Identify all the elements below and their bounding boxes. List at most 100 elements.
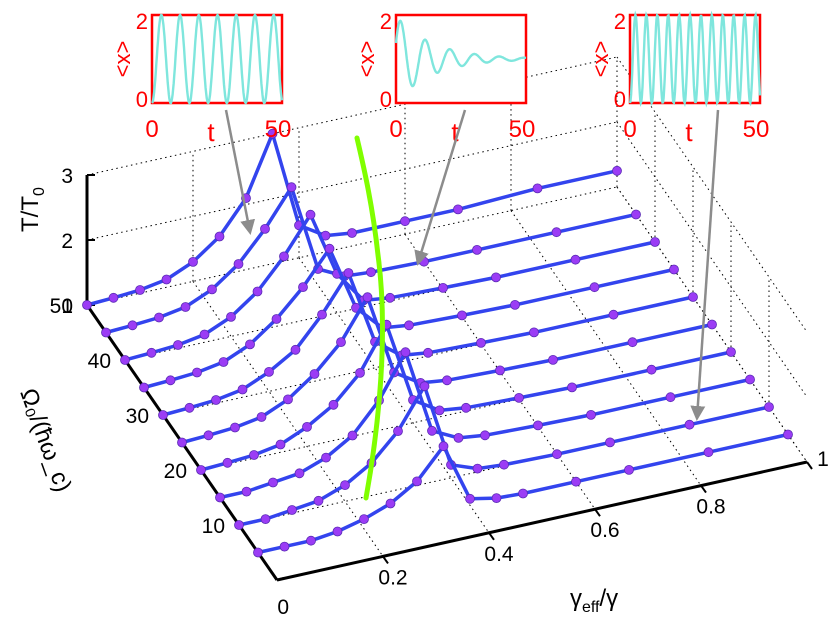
inset-xtick-label: 0: [389, 116, 402, 143]
data-point: [551, 227, 562, 238]
data-point: [347, 228, 357, 238]
x-tick-label: 1: [817, 448, 829, 471]
data-point: [438, 441, 449, 452]
x-tick: [594, 508, 601, 517]
data-point: [612, 165, 622, 176]
data-point: [328, 399, 339, 410]
data-point: [298, 282, 308, 293]
data-point: [570, 254, 581, 265]
y-tick: [276, 577, 285, 581]
inset-left: 2 0 0 50 t <x>: [110, 9, 291, 147]
series-20: [196, 319, 736, 475]
data-point: [199, 329, 210, 340]
data-point: [465, 493, 475, 504]
data-point: [306, 535, 316, 546]
data-point: [646, 364, 657, 375]
data-point: [340, 480, 350, 491]
data-point: [161, 274, 172, 285]
data-point: [480, 430, 490, 441]
data-point: [252, 286, 263, 297]
data-point: [589, 282, 600, 293]
data-point: [362, 292, 373, 303]
data-point: [684, 419, 695, 430]
data-point: [267, 128, 278, 139]
data-point: [226, 311, 236, 322]
inset-ytick-label: 0: [136, 87, 148, 112]
data-point: [457, 310, 467, 321]
data-point: [472, 244, 482, 255]
data-point: [453, 204, 463, 215]
data-point: [279, 251, 289, 262]
data-point: [400, 216, 410, 227]
inset-ylabel: <x>: [354, 41, 379, 78]
data-point: [347, 430, 358, 441]
grid-line: [86, 186, 618, 306]
series-25: [177, 292, 717, 448]
data-point: [302, 421, 312, 432]
data-point: [237, 384, 248, 395]
data-point: [707, 319, 717, 330]
data-point: [495, 365, 505, 376]
data-point: [343, 268, 354, 278]
inset-xlabel: t: [451, 117, 459, 147]
grid-line: [192, 281, 384, 557]
data-point: [385, 498, 396, 509]
data-point: [586, 409, 596, 420]
x-tick-label: 0.6: [590, 519, 619, 542]
pointer-arrow: [414, 109, 467, 266]
data-point: [290, 344, 301, 355]
data-point: [518, 488, 528, 499]
data-point: [188, 256, 198, 267]
grid-line: [510, 210, 702, 486]
data-point: [230, 422, 240, 433]
data-point: [256, 412, 267, 422]
data-point: [196, 465, 206, 475]
data-point: [108, 292, 119, 303]
y-axis-title: Ω₀/(ħω_c): [14, 385, 76, 496]
data-point: [135, 285, 145, 295]
y-tick-label: 10: [202, 515, 225, 538]
data-point: [211, 395, 221, 405]
data-point: [688, 292, 698, 302]
data-point: [192, 367, 202, 378]
y-tick-label: 40: [88, 350, 111, 373]
data-point: [253, 547, 263, 558]
inset-middle: 2 0 0 50 t <x>: [354, 9, 535, 147]
ridge-group: [354, 135, 385, 501]
data-point: [783, 429, 793, 440]
data-point: [624, 464, 634, 475]
data-point: [271, 314, 282, 324]
data-point: [532, 183, 543, 194]
grid-line: [86, 56, 618, 176]
inset-xtick-label: 0: [145, 116, 158, 143]
data-point: [548, 354, 558, 365]
data-point: [283, 394, 293, 405]
data-point: [499, 459, 509, 470]
data-point: [101, 327, 111, 338]
data-point: [332, 526, 343, 537]
inset-ytick-label: 0: [614, 87, 626, 112]
data-point: [173, 340, 183, 350]
data-point: [317, 309, 327, 320]
data-point: [275, 439, 286, 450]
inset-trace: [628, 10, 762, 108]
series-15: [215, 347, 755, 503]
series-35: [139, 243, 679, 393]
y-tick-label: 50: [50, 295, 73, 318]
data-point: [366, 267, 376, 278]
data-point: [453, 432, 464, 443]
data-point: [264, 366, 274, 377]
insets: 200 50t<x>200 50t<x>200 50t<x>: [110, 9, 769, 147]
data-point: [321, 452, 331, 463]
data-point: [385, 292, 395, 303]
data-point: [260, 514, 271, 524]
data-point: [476, 337, 486, 348]
x-tick-label: 0.2: [378, 566, 407, 589]
data-point: [294, 468, 305, 479]
data-point: [533, 420, 543, 431]
data-point: [703, 447, 714, 458]
data-point: [764, 402, 774, 412]
data-point: [650, 237, 660, 247]
data-point: [472, 463, 483, 474]
